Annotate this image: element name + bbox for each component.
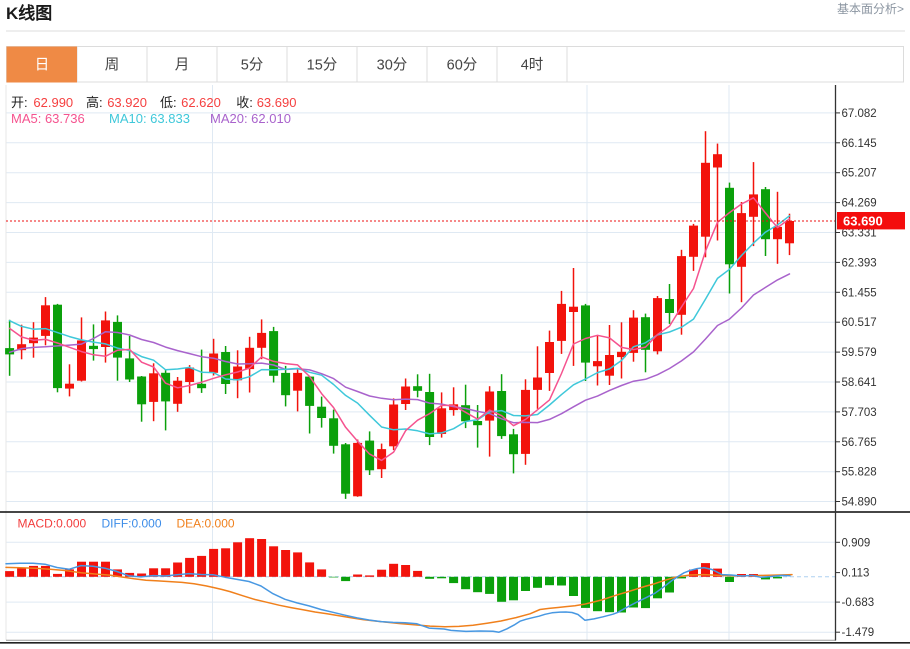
svg-text:5分: 5分 [241, 57, 264, 74]
svg-text:62.990: 62.990 [33, 95, 73, 110]
svg-text:MA5: 63.736: MA5: 63.736 [11, 111, 85, 126]
svg-text:62.620: 62.620 [181, 95, 221, 110]
svg-text:DIFF:0.000: DIFF:0.000 [102, 517, 162, 531]
svg-text:0.113: 0.113 [842, 568, 870, 580]
svg-text:-0.683: -0.683 [842, 597, 875, 609]
svg-text:高:: 高: [86, 95, 103, 110]
svg-text:57.703: 57.703 [842, 407, 877, 419]
svg-text:MA20: 62.010: MA20: 62.010 [210, 111, 291, 126]
svg-text:66.145: 66.145 [842, 138, 877, 150]
svg-text:0.909: 0.909 [842, 537, 871, 549]
svg-text:收:: 收: [236, 95, 253, 110]
svg-text:-1.479: -1.479 [842, 627, 875, 639]
svg-text:63.690: 63.690 [257, 95, 297, 110]
svg-text:DEA:0.000: DEA:0.000 [177, 517, 235, 531]
svg-text:4时: 4时 [521, 57, 544, 74]
svg-text:开:: 开: [11, 95, 28, 110]
svg-text:15分: 15分 [307, 57, 338, 74]
svg-text:63.920: 63.920 [107, 95, 147, 110]
svg-text:MACD:0.000: MACD:0.000 [18, 517, 87, 531]
svg-text:MA10: 63.833: MA10: 63.833 [109, 111, 190, 126]
svg-text:64.269: 64.269 [842, 198, 877, 210]
svg-text:30分: 30分 [377, 57, 408, 74]
svg-text:60分: 60分 [447, 57, 478, 74]
svg-text:55.828: 55.828 [842, 467, 877, 479]
svg-text:周: 周 [105, 58, 120, 74]
svg-text:56.765: 56.765 [842, 437, 877, 449]
svg-text:60.517: 60.517 [842, 317, 877, 329]
svg-text:基本面分析>: 基本面分析> [837, 2, 904, 16]
svg-text:59.579: 59.579 [842, 347, 877, 359]
svg-text:61.455: 61.455 [842, 287, 877, 299]
svg-text:62.393: 62.393 [842, 257, 877, 269]
svg-text:63.331: 63.331 [842, 228, 877, 240]
svg-text:67.082: 67.082 [842, 108, 877, 120]
svg-text:63.690: 63.690 [843, 214, 883, 229]
svg-text:K线图: K线图 [6, 3, 52, 23]
svg-text:低:: 低: [160, 95, 177, 110]
svg-text:日: 日 [35, 58, 50, 74]
svg-text:月: 月 [175, 58, 190, 74]
svg-text:65.207: 65.207 [842, 168, 877, 180]
svg-text:58.641: 58.641 [842, 377, 877, 389]
svg-text:54.890: 54.890 [842, 497, 877, 509]
